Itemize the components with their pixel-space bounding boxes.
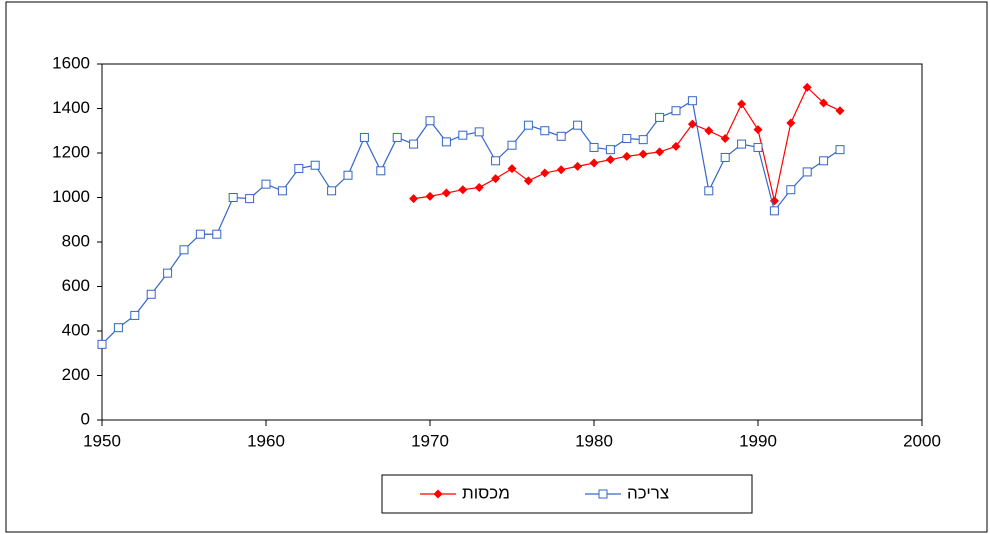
chart-frame	[5, 1, 988, 533]
series-line	[101, 99, 841, 345]
point	[540, 168, 550, 178]
point	[655, 147, 665, 157]
point	[146, 289, 156, 299]
point	[228, 193, 238, 202]
point	[212, 229, 222, 239]
point	[737, 139, 747, 149]
point	[605, 155, 615, 165]
x-tick-label: 1950	[83, 431, 121, 450]
point	[163, 268, 173, 278]
point	[474, 182, 484, 192]
point	[786, 118, 796, 128]
point	[819, 156, 829, 166]
y-tick-label: 0	[81, 409, 90, 428]
point	[179, 245, 189, 255]
point	[195, 229, 205, 239]
point	[294, 164, 304, 174]
point	[113, 323, 123, 333]
point	[507, 140, 517, 150]
point	[605, 145, 615, 155]
point	[802, 82, 812, 92]
x-tick-label: 1970	[411, 431, 449, 450]
legend-marker	[433, 489, 443, 499]
point	[786, 185, 796, 195]
point	[835, 106, 845, 116]
point	[523, 120, 533, 130]
point	[343, 170, 353, 180]
point	[835, 145, 845, 155]
point	[97, 339, 107, 349]
y-tick-label: 600	[62, 276, 90, 295]
point	[655, 112, 665, 122]
point	[704, 126, 714, 136]
y-tick-label: 1200	[52, 142, 90, 161]
point	[671, 141, 681, 151]
point	[359, 132, 369, 142]
point	[523, 176, 533, 186]
point	[376, 166, 386, 176]
legend-label: צריכה	[627, 483, 669, 502]
legend-marker	[598, 489, 608, 499]
point	[441, 188, 451, 198]
point	[277, 186, 287, 196]
legend-label: מכסות	[462, 483, 510, 502]
point	[507, 164, 517, 174]
point	[441, 137, 451, 147]
y-tick-label: 1600	[52, 53, 90, 72]
point	[130, 310, 140, 320]
point	[720, 134, 730, 144]
point	[491, 156, 501, 166]
x-tick-label: 1990	[739, 431, 777, 450]
point	[687, 96, 697, 106]
y-tick-label: 1400	[52, 98, 90, 117]
point	[458, 130, 468, 140]
point	[458, 185, 468, 195]
point	[737, 99, 747, 109]
y-tick-label: 1000	[52, 187, 90, 206]
point	[327, 186, 337, 196]
y-tick-label: 800	[62, 231, 90, 250]
point	[769, 206, 779, 216]
x-tick-label: 1960	[247, 431, 285, 450]
point	[392, 132, 402, 142]
point	[638, 135, 648, 145]
point	[245, 194, 255, 204]
point	[474, 127, 484, 137]
point	[556, 131, 566, 141]
point	[409, 194, 419, 204]
point	[622, 134, 632, 144]
point	[540, 126, 550, 136]
point	[409, 139, 419, 149]
point	[819, 98, 829, 108]
point	[687, 119, 697, 129]
y-tick-label: 400	[62, 320, 90, 339]
point	[261, 179, 271, 189]
point	[556, 165, 566, 175]
point	[310, 160, 320, 170]
point	[671, 106, 681, 116]
point	[802, 167, 812, 177]
point	[720, 152, 730, 162]
point	[753, 125, 763, 135]
x-tick-label: 1980	[575, 431, 613, 450]
y-tick-label: 200	[62, 365, 90, 384]
point	[704, 186, 714, 196]
point	[425, 116, 435, 126]
point	[573, 120, 583, 130]
point	[753, 142, 763, 152]
point	[589, 158, 599, 168]
point	[638, 149, 648, 159]
point	[622, 151, 632, 161]
x-tick-label: 2000	[903, 431, 941, 450]
point	[589, 142, 599, 152]
point	[425, 191, 435, 201]
point	[573, 161, 583, 171]
point	[491, 174, 501, 184]
